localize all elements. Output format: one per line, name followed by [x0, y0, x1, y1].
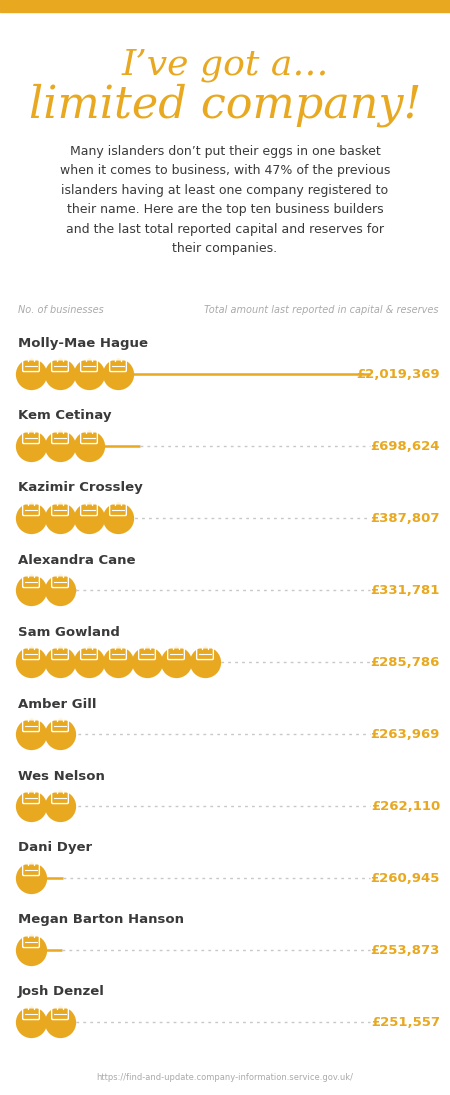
- Point: [114, 509, 122, 527]
- Point: [86, 654, 93, 671]
- Point: [56, 509, 63, 527]
- Point: [56, 725, 63, 742]
- Text: Wes Nelson: Wes Nelson: [18, 770, 105, 783]
- Point: [56, 366, 63, 383]
- Text: https://find-and-update.company-information.service.gov.uk/: https://find-and-update.company-informat…: [96, 1072, 354, 1082]
- Text: I’ve got a…: I’ve got a…: [121, 48, 329, 82]
- Text: £2,019,369: £2,019,369: [356, 368, 440, 380]
- Point: [114, 654, 122, 671]
- Point: [27, 869, 35, 887]
- Text: Molly-Mae Hague: Molly-Mae Hague: [18, 337, 148, 350]
- Text: Megan Barton Hanson: Megan Barton Hanson: [18, 913, 184, 926]
- Text: Josh Denzel: Josh Denzel: [18, 986, 105, 999]
- Point: [27, 942, 35, 959]
- Text: No. of businesses: No. of businesses: [18, 306, 104, 315]
- Point: [27, 366, 35, 383]
- Point: [86, 509, 93, 527]
- Point: [27, 725, 35, 742]
- Bar: [0, 0, 450, 12]
- Text: Kazimir Crossley: Kazimir Crossley: [18, 482, 143, 495]
- Point: [56, 654, 63, 671]
- Point: [144, 654, 151, 671]
- Point: [202, 654, 209, 671]
- Point: [56, 437, 63, 454]
- Point: [172, 654, 180, 671]
- Text: Dani Dyer: Dani Dyer: [18, 841, 92, 854]
- Text: Kem Cetinay: Kem Cetinay: [18, 410, 112, 423]
- Point: [56, 797, 63, 815]
- Text: £698,624: £698,624: [370, 439, 440, 452]
- Point: [86, 366, 93, 383]
- Point: [114, 366, 122, 383]
- Text: limited company!: limited company!: [29, 83, 421, 127]
- Text: Total amount last reported in capital & reserves: Total amount last reported in capital & …: [203, 306, 438, 315]
- Text: £260,945: £260,945: [371, 872, 440, 885]
- Text: £253,873: £253,873: [371, 944, 440, 957]
- Text: Alexandra Cane: Alexandra Cane: [18, 553, 135, 566]
- Text: £263,969: £263,969: [371, 727, 440, 740]
- Text: Sam Gowland: Sam Gowland: [18, 625, 120, 638]
- Text: £262,110: £262,110: [371, 799, 440, 812]
- Text: Many islanders don’t put their eggs in one basket
when it comes to business, wit: Many islanders don’t put their eggs in o…: [60, 145, 390, 255]
- Point: [27, 654, 35, 671]
- Point: [27, 437, 35, 454]
- Point: [27, 797, 35, 815]
- Point: [27, 581, 35, 599]
- Text: £331,781: £331,781: [371, 584, 440, 597]
- Point: [86, 437, 93, 454]
- Point: [56, 1013, 63, 1030]
- Text: Amber Gill: Amber Gill: [18, 698, 96, 711]
- Point: [27, 1013, 35, 1030]
- Text: £285,786: £285,786: [371, 656, 440, 669]
- Text: £387,807: £387,807: [370, 511, 440, 525]
- Point: [27, 509, 35, 527]
- Text: £251,557: £251,557: [371, 1015, 440, 1028]
- Point: [56, 581, 63, 599]
